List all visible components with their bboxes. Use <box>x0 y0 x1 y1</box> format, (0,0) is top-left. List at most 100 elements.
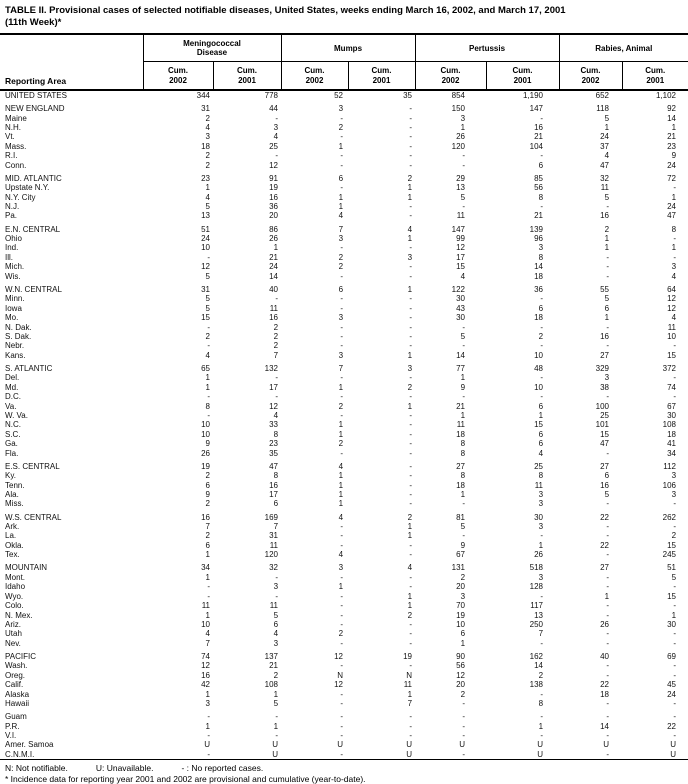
cell-value: 6 <box>205 540 210 550</box>
cell-value: - <box>606 730 610 740</box>
cell-value: - <box>275 392 279 402</box>
cell-value: N <box>337 670 344 680</box>
cell-value: 11 <box>269 540 279 550</box>
cell-value: 15 <box>667 350 677 360</box>
cell-value: - <box>340 271 344 281</box>
cell-value: 55 <box>600 284 610 294</box>
cell-value: - <box>540 730 544 740</box>
col-header-men-cum-2002: Cum. 2002 <box>142 61 213 91</box>
table-row: C.N.M.I. - U - U - U - U <box>0 750 688 760</box>
cell-value: 2 <box>671 531 677 541</box>
table-row: E.N. CENTRAL 51 86 7 4 147 139 2 8 <box>0 225 688 234</box>
cell-value: - <box>540 531 544 541</box>
cell-value: - <box>340 540 344 550</box>
cell-value: - <box>540 113 544 123</box>
cell-value: - <box>540 294 544 304</box>
cell-value: 22 <box>600 512 610 522</box>
table-row: S. ATLANTIC 65 132 7 3 77 48 329 372 <box>0 364 688 373</box>
cell-value: - <box>340 113 344 123</box>
cell-value: 147 <box>529 104 544 114</box>
cell-value: 104 <box>529 141 544 151</box>
cell-value: - <box>606 582 610 592</box>
table-row: W.S. CENTRAL 16 169 4 2 81 30 22 262 <box>0 513 688 522</box>
row-area-label: Utah <box>5 629 22 639</box>
cell-value: 6 <box>538 439 544 449</box>
table-row: Ga. 9 23 2 - 8 6 47 41 <box>0 439 688 448</box>
cell-value: 1 <box>273 689 279 699</box>
cell-value: - <box>540 689 544 699</box>
cell-value: 33 <box>269 420 279 430</box>
cell-value: - <box>340 410 344 420</box>
cell-value: 106 <box>662 480 677 490</box>
cell-value: 16 <box>269 192 279 202</box>
cell-value: - <box>673 601 677 611</box>
row-area-label: W.N. CENTRAL <box>5 284 62 294</box>
cell-value: - <box>409 202 413 212</box>
cell-value: 1 <box>407 531 413 541</box>
table-row: D.C. - - - - - - - - <box>0 392 688 401</box>
cell-value: 1 <box>205 721 210 731</box>
cell-value: 10 <box>534 350 544 360</box>
cell-value: 8 <box>273 429 279 439</box>
cell-value: 4 <box>338 461 344 471</box>
cell-value: 9 <box>205 490 210 500</box>
cell-value: - <box>606 661 610 671</box>
cell-value: - <box>409 322 413 332</box>
cell-value: 4 <box>407 563 413 573</box>
cell-value: 13 <box>534 610 544 620</box>
cell-value: 15 <box>667 540 677 550</box>
cell-value: 4 <box>205 350 210 360</box>
cell-value: - <box>275 712 279 722</box>
row-area-label: N. Dak. <box>5 322 32 332</box>
group-header-rabies-animal: Rabies, Animal <box>558 34 688 62</box>
cell-value: 5 <box>604 294 610 304</box>
cell-value: - <box>409 331 413 341</box>
table-row: Ohio 24 26 3 1 99 96 1 - <box>0 234 688 243</box>
cell-value: 128 <box>529 582 544 592</box>
cell-value: - <box>409 113 413 123</box>
cell-value: 27 <box>600 350 610 360</box>
cell-value: 19 <box>403 651 413 661</box>
cell-value: 23 <box>201 173 210 183</box>
cell-value: - <box>606 749 610 759</box>
cell-value: 36 <box>269 202 279 212</box>
cell-value: - <box>606 698 610 708</box>
cell-value: 4 <box>671 313 677 323</box>
row-area-label: N. Mex. <box>5 610 33 620</box>
cell-value: 122 <box>451 284 466 294</box>
row-area-label: E.N. CENTRAL <box>5 224 61 234</box>
cell-value: 2 <box>407 512 413 522</box>
cell-value: - <box>409 480 413 490</box>
cell-value: 2 <box>205 331 210 341</box>
cell-value: 18 <box>534 271 544 281</box>
table-row: Iowa 5 11 - - 43 6 6 12 <box>0 304 688 313</box>
row-area-label: Minn. <box>5 294 25 304</box>
cell-value: 8 <box>205 401 210 411</box>
cell-value: 91 <box>269 173 279 183</box>
cell-value: - <box>340 448 344 458</box>
cell-value: - <box>409 439 413 449</box>
cell-value: 1 <box>538 721 544 731</box>
cell-value: 18 <box>201 141 210 151</box>
cell-value: 18 <box>600 689 610 699</box>
table-row: Kans. 4 7 3 1 14 10 27 15 <box>0 351 688 360</box>
cell-value: 2 <box>338 123 344 133</box>
cell-value: 70 <box>456 601 466 611</box>
cell-value: 120 <box>264 550 279 560</box>
cell-value: 22 <box>600 540 610 550</box>
cell-value: 1 <box>604 123 610 133</box>
cell-value: 5 <box>604 192 610 202</box>
cell-value: 1 <box>338 490 344 500</box>
cell-value: 77 <box>456 363 466 373</box>
cell-value: 3 <box>671 490 677 500</box>
cell-value: 16 <box>201 670 210 680</box>
cell-value: - <box>606 522 610 532</box>
cell-value: 8 <box>460 448 466 458</box>
cell-value: U <box>537 740 544 750</box>
cell-value: 1 <box>338 429 344 439</box>
cell-value: 2 <box>338 252 344 262</box>
cell-value: 24 <box>667 689 677 699</box>
cell-value: 1 <box>338 480 344 490</box>
cell-value: 1 <box>538 410 544 420</box>
cell-value: 1 <box>205 572 210 582</box>
